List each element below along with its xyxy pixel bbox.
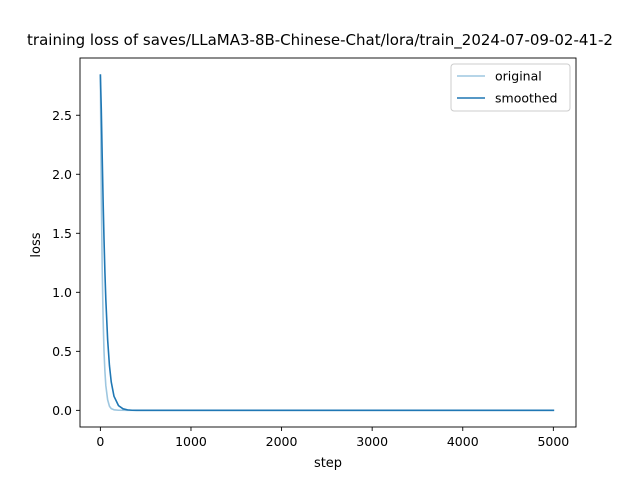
y-tick-label: 2.5: [52, 108, 72, 123]
y-tick-label: 0.5: [52, 344, 72, 359]
y-tick-label: 1.5: [52, 226, 72, 241]
y-tick-label: 0.0: [52, 403, 72, 418]
x-tick-label: 1000: [175, 434, 207, 449]
chart-title: training loss of saves/LLaMA3-8B-Chinese…: [27, 31, 613, 50]
x-tick-label: 4000: [447, 434, 479, 449]
x-axis-label: step: [314, 456, 342, 471]
plot-lines: [99, 74, 555, 412]
legend-label-smoothed: smoothed: [495, 91, 557, 106]
y-tick-label: 1.0: [52, 285, 72, 300]
x-tick-label: 0: [96, 434, 104, 449]
x-tick-label: 3000: [356, 434, 388, 449]
y-tick-label: 2.0: [52, 167, 72, 182]
x-tick-label: 2000: [266, 434, 298, 449]
series-line-smoothed: [99, 74, 555, 412]
legend-label-original: original: [495, 69, 542, 84]
y-axis-label: loss: [29, 232, 44, 257]
axes: 0 1000 2000 3000 4000 5000 0.0 0.5 1.0 1.5 2.0 2.5: [52, 57, 577, 449]
legend: original smoothed: [450, 63, 571, 112]
plot-frame: [79, 57, 577, 428]
x-tick-label: 5000: [537, 434, 569, 449]
